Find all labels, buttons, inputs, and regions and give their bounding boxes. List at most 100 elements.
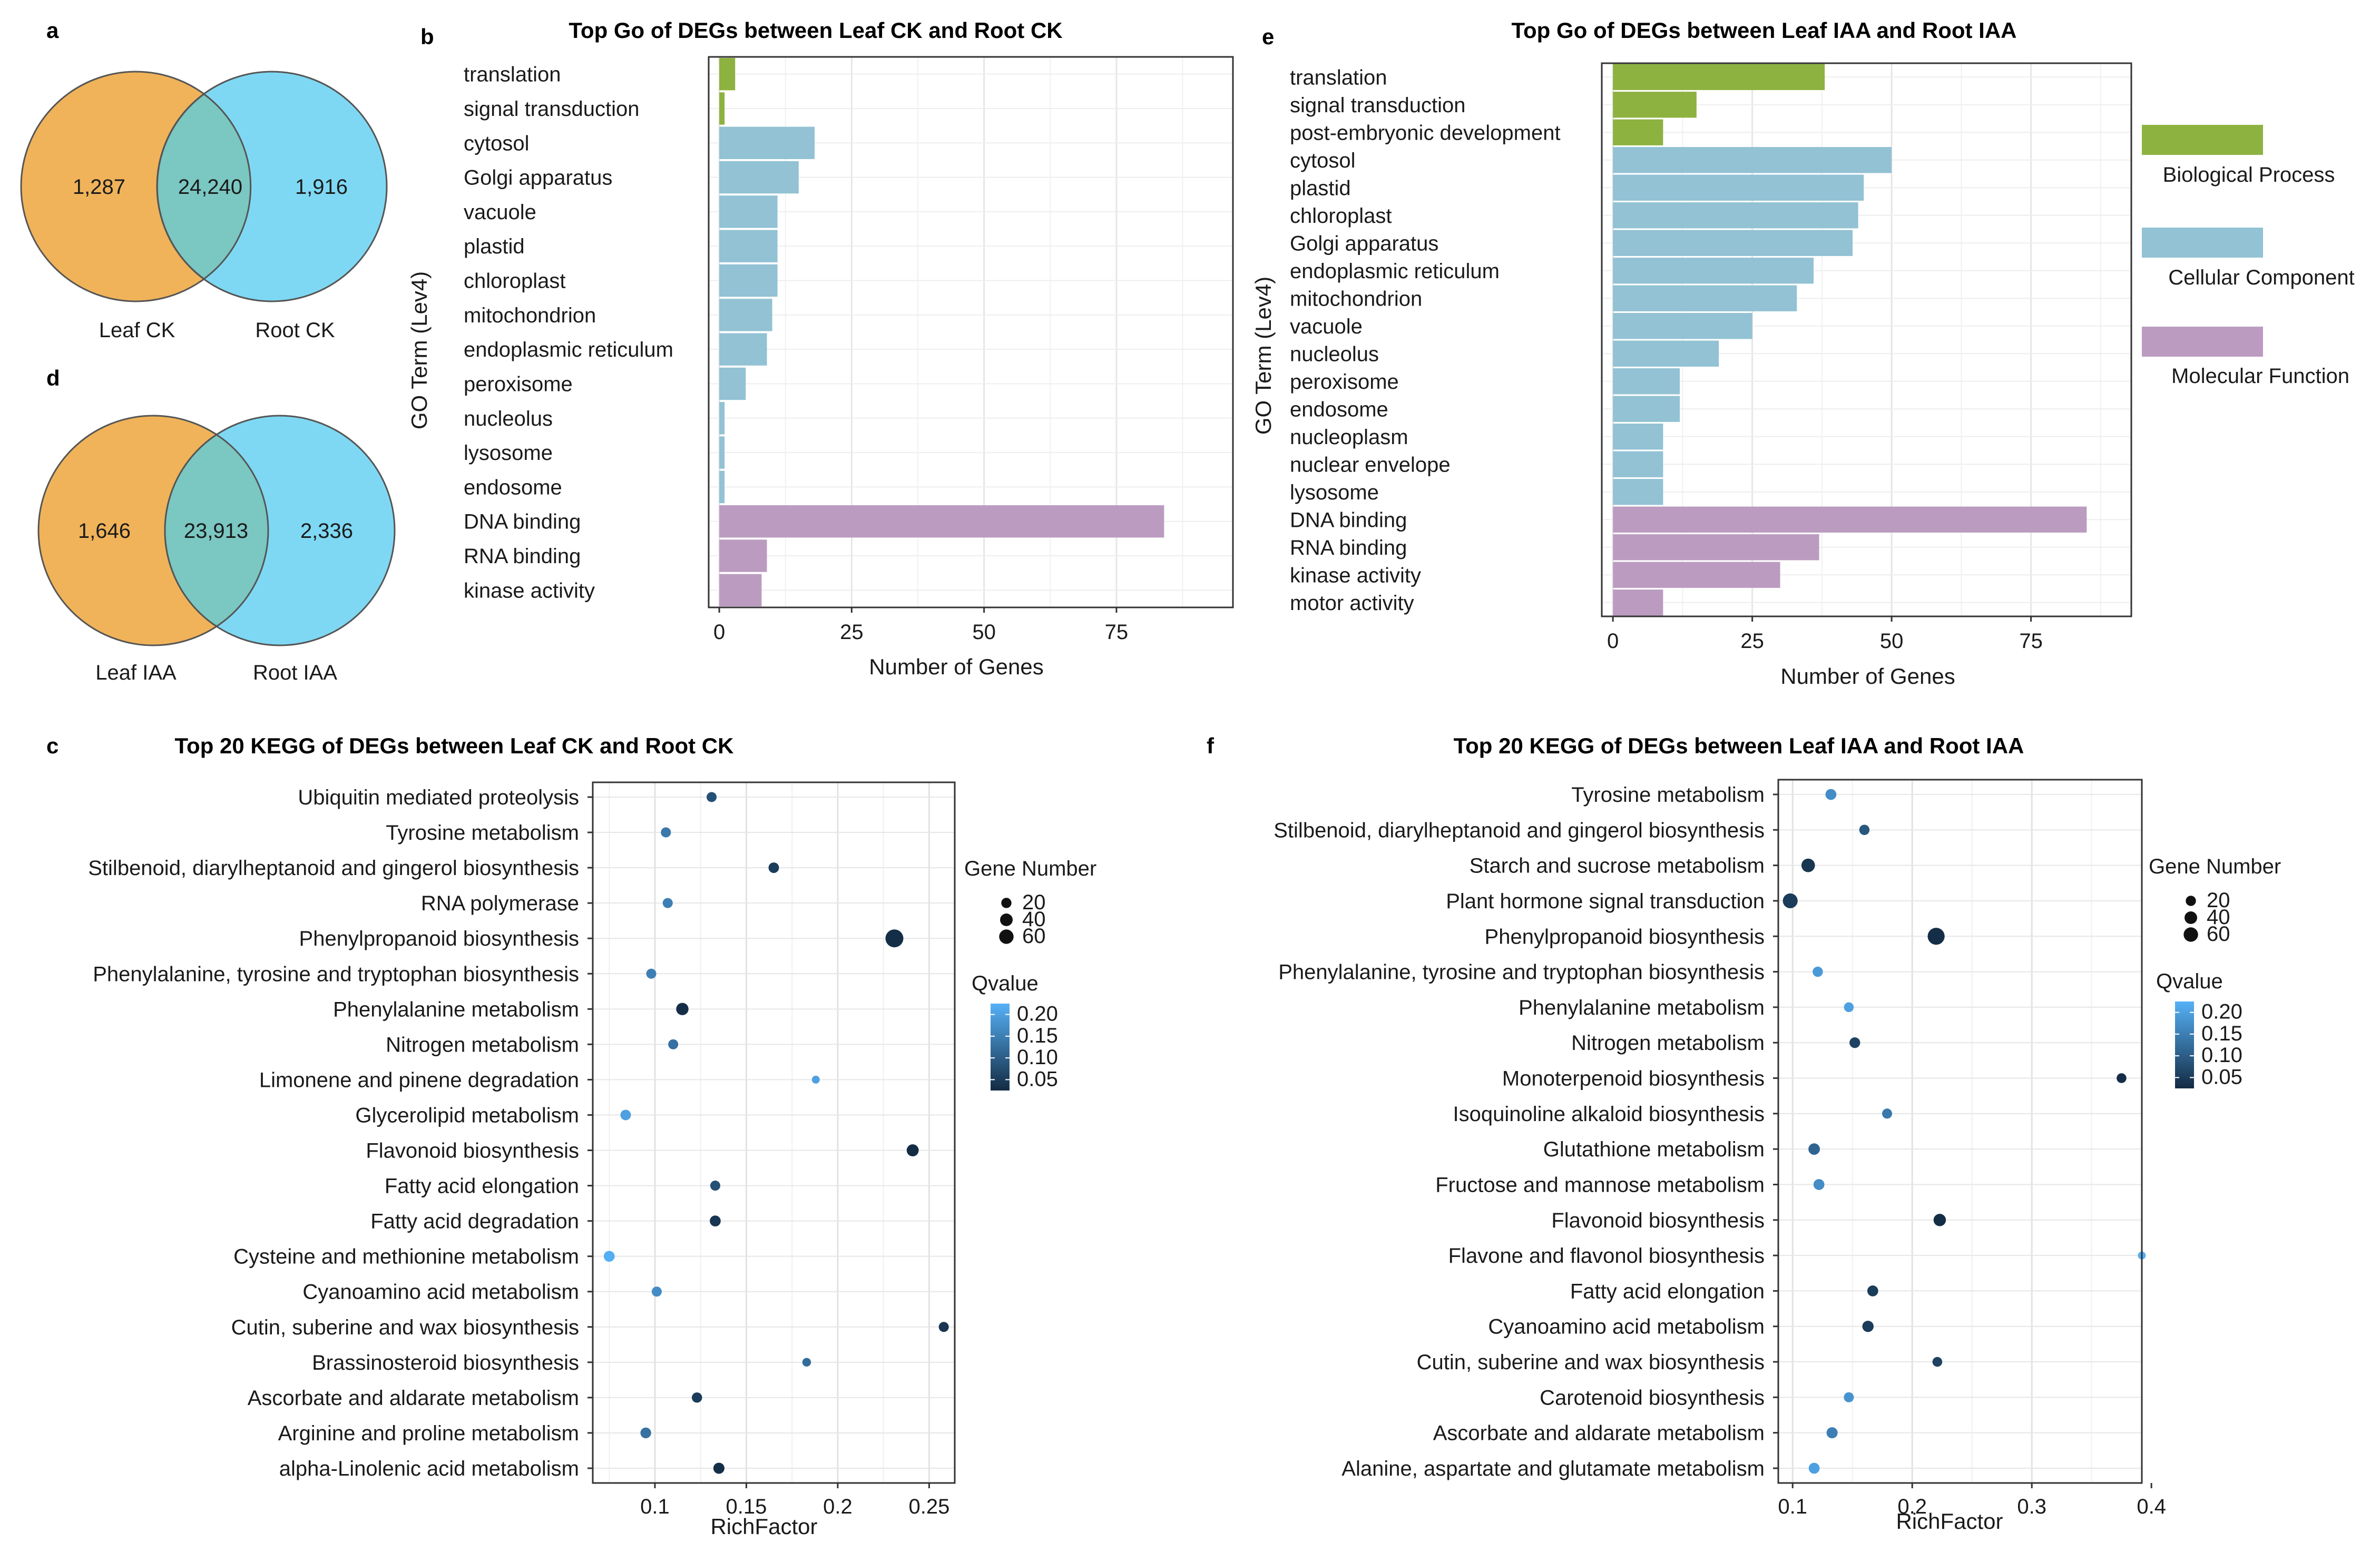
chart-c-x-ticks: 0.1 0.15 0.2 0.25	[640, 1483, 949, 1518]
venn-a-left-label: Leaf CK	[99, 319, 175, 342]
panel-letter-e: e	[1262, 24, 1274, 49]
pathway-label-stilbenoid-diarylheptanoid-and-gingerol-biosynthesis: Stilbenoid, diarylheptanoid and gingerol…	[1274, 819, 1765, 842]
bar-plastid	[719, 230, 778, 262]
pathway-label-cutin-suberine-and-wax-biosynthesis: Cutin, suberine and wax biosynthesis	[1417, 1351, 1765, 1374]
x-tick-label: 0.15	[726, 1495, 767, 1518]
x-tick-label: 0.25	[908, 1495, 949, 1518]
color-legend-title: Qvalue	[2156, 970, 2223, 993]
x-tick-label: 0.4	[2137, 1495, 2166, 1518]
venn-diagram-a: 1,287 24,240 1,916 Leaf CK Root CK	[20, 71, 388, 342]
pathway-label-alanine-aspartate-and-glutamate-metabolism: Alanine, aspartate and glutamate metabol…	[1341, 1457, 1765, 1480]
point-phenylalanine-tyrosine-and-tryptophan-biosynthesis	[646, 968, 657, 979]
legend-label-cellular-component: Cellular Component	[2168, 266, 2355, 289]
chart-c-frame	[592, 781, 956, 1484]
panel-letter-d: d	[46, 366, 60, 390]
chart-e-title: Top Go of DEGs between Leaf IAA and Root…	[1511, 18, 2016, 43]
chart-c-pathway-labels: Ubiquitin mediated proteolysis Tyrosine m…	[88, 786, 593, 1480]
point-flavonoid-biosynthesis	[1933, 1214, 1946, 1226]
bar-mitochondrion	[719, 299, 772, 331]
chart-b-x-ticks: 0 25 50 75	[713, 607, 1128, 644]
term-label-chloroplast: chloroplast	[464, 270, 565, 293]
pathway-label-flavonoid-biosynthesis: Flavonoid biosynthesis	[1551, 1209, 1765, 1232]
bar-golgi-apparatus	[719, 161, 799, 194]
pathway-label-cyanoamino-acid-metabolism: Cyanoamino acid metabolism	[302, 1281, 579, 1304]
bar-endosome	[1613, 396, 1680, 422]
chart-f-pathway-labels: Tyrosine metabolism Stilbenoid, diarylhep…	[1274, 783, 1778, 1480]
bar-endoplasmic-reticulum	[719, 333, 767, 366]
chart-f-frame	[1777, 779, 2143, 1484]
pathway-label-tyrosine-metabolism: Tyrosine metabolism	[1571, 783, 1765, 807]
pathway-label-limonene-and-pinene-degradation: Limonene and pinene degradation	[259, 1068, 579, 1092]
venn-d-left-label: Leaf IAA	[95, 661, 177, 684]
bar-rna-binding	[719, 539, 767, 572]
chart-f-grid	[1778, 780, 2142, 1483]
point-ascorbate-and-aldarate-metabolism	[1826, 1427, 1838, 1439]
colorbar-label: 0.10	[2201, 1044, 2242, 1067]
term-label-post-embryonic-development: post-embryonic development	[1290, 121, 1561, 144]
venn-d-right-only: 2,336	[300, 519, 353, 543]
pathway-label-brassinosteroid-biosynthesis: Brassinosteroid biosynthesis	[312, 1351, 579, 1374]
term-label-nuclear-envelope: nuclear envelope	[1290, 453, 1451, 476]
point-nitrogen-metabolism	[1849, 1037, 1860, 1048]
pathway-label-phenylalanine-metabolism: Phenylalanine metabolism	[333, 998, 579, 1021]
pathway-label-fatty-acid-degradation: Fatty acid degradation	[370, 1210, 579, 1233]
colorbar-label: 0.20	[1017, 1003, 1058, 1026]
venn-diagram-d: 1,646 23,913 2,336 Leaf IAA Root IAA	[37, 415, 396, 684]
bar-vacuole	[1613, 313, 1752, 339]
bar-nucleolus	[719, 402, 725, 435]
point-cutin-suberine-and-wax-biosynthesis	[1932, 1357, 1943, 1367]
point-nitrogen-metabolism	[668, 1039, 679, 1049]
term-label-mitochondrion: mitochondrion	[464, 304, 596, 327]
chart-e-y-axis-title: GO Term (Lev4)	[1251, 277, 1276, 435]
term-label-nucleolus: nucleolus	[464, 407, 553, 430]
chart-e-bars	[1613, 64, 2087, 616]
kegg-bubble-chart-c: Top 20 KEGG of DEGs between Leaf CK and …	[88, 733, 1096, 1539]
bar-endosome	[719, 470, 725, 504]
bar-dna-binding	[719, 505, 1164, 538]
x-tick-label: 0.1	[640, 1495, 670, 1518]
point-phenylpropanoid-biosynthesis	[885, 929, 904, 948]
bar-nucleolus	[1613, 340, 1719, 367]
size-legend-dot	[1001, 898, 1012, 908]
chart-f-title: Top 20 KEGG of DEGs between Leaf IAA and…	[1454, 733, 2024, 758]
point-fructose-and-mannose-metabolism	[1813, 1179, 1825, 1190]
term-label-nucleoplasm: nucleoplasm	[1290, 426, 1408, 449]
bar-nucleoplasm	[1613, 424, 1663, 450]
term-label-nucleolus: nucleolus	[1290, 342, 1379, 366]
bar-signal-transduction	[1613, 92, 1697, 118]
point-phenylalanine-metabolism	[676, 1003, 689, 1016]
term-label-plastid: plastid	[464, 235, 525, 258]
size-legend-dot	[2183, 927, 2198, 942]
term-label-vacuole: vacuole	[1290, 315, 1363, 338]
term-label-signal-transduction: signal transduction	[1290, 94, 1466, 117]
point-cutin-suberine-and-wax-biosynthesis	[938, 1322, 949, 1332]
colorbar-label: 0.15	[2201, 1022, 2242, 1045]
point-starch-and-sucrose-metabolism	[1801, 858, 1815, 872]
term-label-rna-binding: RNA binding	[1290, 536, 1407, 559]
point-cysteine-and-methionine-metabolism	[603, 1251, 615, 1262]
chart-f-points	[1782, 789, 2146, 1474]
venn-d-left-only: 1,646	[78, 519, 131, 543]
point-carotenoid-biosynthesis	[1844, 1392, 1854, 1402]
x-tick-label: 0	[713, 621, 725, 644]
bar-vacuole	[719, 195, 778, 228]
go-bar-chart-e: Top Go of DEGs between Leaf IAA and Root…	[1251, 18, 2355, 689]
pathway-label-alpha-linolenic-acid-metabolism: alpha-Linolenic acid metabolism	[279, 1457, 579, 1480]
term-label-signal-transduction: signal transduction	[464, 97, 640, 121]
venn-a-left-only: 1,287	[73, 175, 125, 199]
chart-c-x-axis-title: RichFactor	[710, 1514, 817, 1539]
term-label-mitochondrion: mitochondrion	[1290, 287, 1422, 310]
size-legend-dot	[2186, 896, 2196, 906]
point-isoquinoline-alkaloid-biosynthesis	[1882, 1108, 1893, 1119]
term-label-rna-binding: RNA binding	[464, 545, 581, 568]
bar-cytosol	[719, 126, 815, 159]
size-legend-title: Gene Number	[2149, 855, 2281, 878]
bar-plastid	[1613, 174, 1864, 201]
term-label-endosome: endosome	[1290, 398, 1388, 421]
term-label-translation: translation	[1290, 66, 1387, 89]
pathway-label-phenylpropanoid-biosynthesis: Phenylpropanoid biosynthesis	[299, 927, 579, 950]
point-fatty-acid-elongation	[710, 1181, 721, 1191]
chart-e-x-ticks: 0 25 50 75	[1607, 616, 2043, 653]
term-label-dna-binding: DNA binding	[1290, 508, 1407, 532]
bar-mitochondrion	[1613, 285, 1797, 311]
